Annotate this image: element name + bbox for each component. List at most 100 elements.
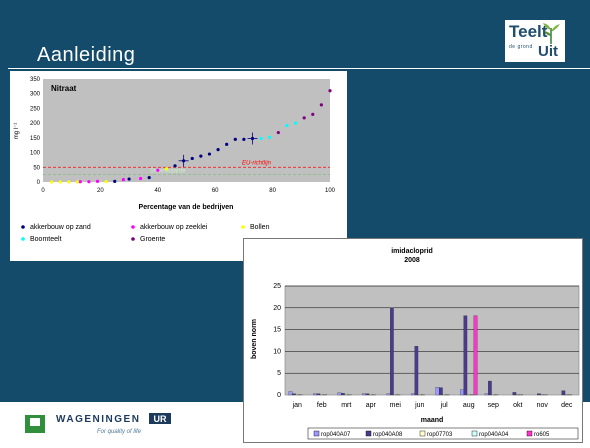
- bar: [313, 393, 317, 396]
- legend-swatch: [419, 430, 426, 437]
- legend-marker: [21, 237, 25, 241]
- bar: [365, 393, 370, 396]
- bar: [292, 393, 296, 396]
- bar: [435, 387, 440, 396]
- x-tick-label: dec: [561, 402, 573, 409]
- y-tick-label: 25: [273, 283, 281, 290]
- data-point: [58, 180, 62, 184]
- legend-label: rop07703: [427, 432, 453, 438]
- bar: [414, 346, 419, 396]
- chart-subtitle: 2008: [404, 257, 420, 264]
- data-point: [302, 116, 306, 120]
- legend-marker: [21, 225, 25, 229]
- x-tick-label: aug: [463, 402, 475, 409]
- legend-marker: [131, 225, 135, 229]
- data-point: [173, 164, 177, 168]
- bar: [417, 393, 422, 396]
- y-tick-label: 100: [30, 151, 41, 157]
- data-point: [319, 103, 323, 107]
- nitraat-chart-svg: 0 50 100 150 200 250 300 350 0 20 40 60 80 100 EU-ri…: [14, 77, 336, 243]
- bar: [288, 391, 293, 396]
- bar: [442, 393, 447, 396]
- x-axis-label: maand: [421, 417, 444, 424]
- data-point: [75, 180, 80, 184]
- data-point: [242, 137, 246, 141]
- bar: [316, 393, 321, 396]
- logo-ur-text: UR: [154, 414, 167, 424]
- y-tick-label: 200: [30, 121, 41, 127]
- bar: [491, 393, 496, 396]
- data-point: [225, 142, 229, 146]
- x-tick-label: feb: [317, 402, 327, 409]
- data-point: [311, 112, 315, 116]
- logo-ur-badge: [149, 413, 171, 424]
- data-point: [268, 135, 272, 139]
- data-point: [121, 178, 125, 182]
- divider-line: [8, 68, 590, 69]
- x-tick-label: 0: [41, 188, 45, 194]
- x-tick-label: 80: [269, 188, 276, 194]
- wageningen-logo-svg: WAGENINGEN UR For quality of life: [22, 411, 171, 437]
- bar: [386, 393, 391, 396]
- legend-label: akkerbouw op zand: [30, 224, 91, 231]
- bar: [344, 393, 349, 396]
- data-point: [113, 179, 117, 184]
- data-point: [216, 148, 220, 152]
- bar: [512, 392, 517, 396]
- plant-icon: [543, 23, 560, 44]
- x-tick-label: jan: [292, 402, 302, 409]
- data-point: [138, 176, 143, 181]
- bar: [438, 387, 443, 396]
- legend-swatch: [471, 430, 478, 437]
- bar: [460, 389, 464, 396]
- bar: [368, 393, 373, 396]
- x-tick-label: 100: [325, 188, 336, 194]
- logo-text-de-grond: de grond: [509, 44, 533, 50]
- y-tick-label: 10: [273, 348, 281, 355]
- x-tick-label: jun: [414, 402, 424, 409]
- legend-box: [307, 427, 579, 440]
- x-tick-label: jul: [440, 402, 448, 409]
- y-tick-label: 15: [273, 327, 281, 334]
- legend-label: rop040A07: [321, 432, 351, 438]
- bar: [337, 392, 342, 396]
- imidacloprid-chart-svg: imidacloprid 2008 0 5 10 15 20 25 jan feb mrt ap…: [251, 248, 580, 440]
- bar: [341, 393, 345, 396]
- data-point: [147, 175, 151, 180]
- legend-label: rop040A08: [373, 432, 403, 438]
- bar: [561, 390, 566, 396]
- data-point: [259, 136, 263, 141]
- data-point: [328, 89, 332, 93]
- bar: [484, 393, 489, 396]
- x-tick-label: 40: [154, 188, 161, 194]
- data-point: [190, 156, 194, 161]
- y-tick-label: 350: [30, 77, 41, 83]
- x-tick-label: okt: [513, 402, 522, 409]
- imidacloprid-chart: imidacloprid 2008 0 5 10 15 20 25 jan feb mrt ap…: [243, 238, 583, 443]
- bar: [466, 393, 471, 396]
- eu-richtlijn-label: EU-richtlijn: [242, 160, 272, 166]
- wageningen-ur-logo: WAGENINGEN UR For quality of life: [22, 408, 192, 440]
- y-tick-label: 0: [277, 392, 281, 399]
- data-point: [233, 137, 237, 141]
- legend-label: Groente: [140, 236, 165, 243]
- legend-swatch: [313, 430, 320, 437]
- data-point: [293, 121, 298, 125]
- data-point: [164, 167, 169, 171]
- y-tick-label: 250: [30, 106, 41, 112]
- logo-text-teelt: Teelt: [509, 22, 548, 41]
- bar: [389, 307, 394, 396]
- legend-label: Bollen: [250, 224, 270, 231]
- legend-swatch: [526, 430, 533, 437]
- x-tick-label: nov: [537, 402, 549, 409]
- legend-label: ro605: [534, 432, 550, 438]
- legend-label: rop040A04: [479, 432, 509, 438]
- y-tick-label: 0: [37, 180, 41, 186]
- legend-marker: [241, 225, 245, 229]
- data-point: [50, 180, 54, 184]
- nitraat-chart: 0 50 100 150 200 250 300 350 0 20 40 60 80 100 EU-ri…: [10, 71, 347, 261]
- data-point: [78, 180, 82, 184]
- x-tick-label: 60: [212, 188, 219, 194]
- teelt-uit-logo: Teelt de grond Uit: [505, 20, 565, 62]
